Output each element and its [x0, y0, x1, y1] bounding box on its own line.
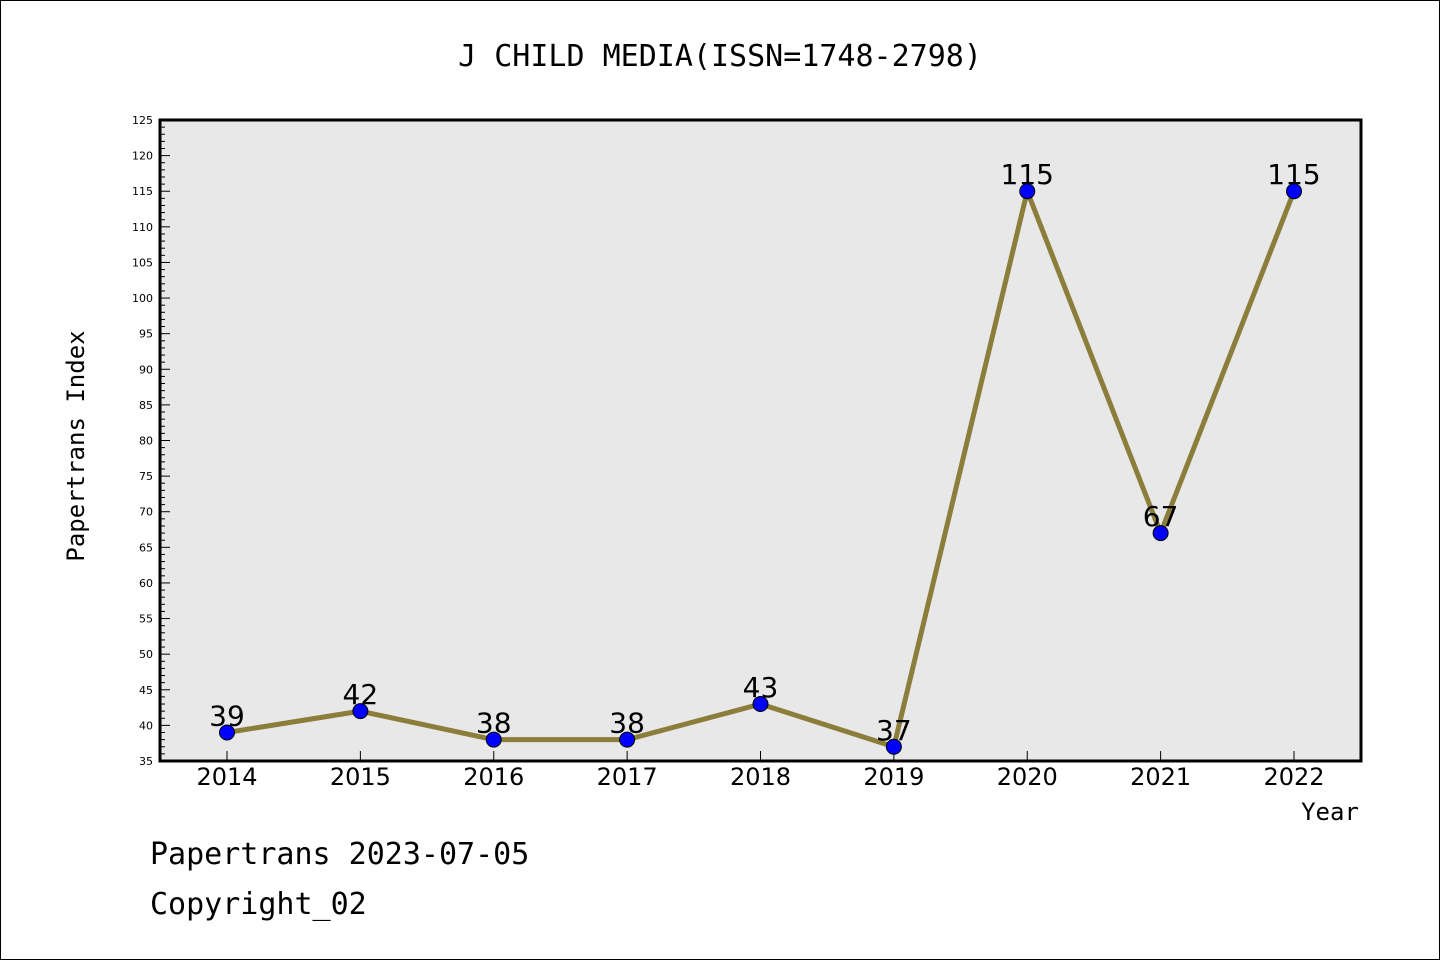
- footer-date: Papertrans 2023-07-05: [150, 837, 529, 872]
- data-label: 43: [743, 671, 779, 704]
- y-tick-label: 75: [139, 470, 153, 483]
- x-tick-label: 2018: [730, 763, 791, 791]
- x-tick-label: 2021: [1130, 763, 1191, 791]
- data-label: 39: [209, 700, 245, 733]
- x-tick-label: 2019: [863, 763, 924, 791]
- y-tick-label: 50: [139, 648, 153, 661]
- data-label: 38: [476, 707, 512, 740]
- x-tick-label: 2016: [463, 763, 524, 791]
- data-point: [352, 703, 369, 720]
- footer-copyright: Copyright_02: [150, 887, 367, 922]
- data-label: 67: [1143, 500, 1179, 533]
- y-tick-label: 120: [132, 150, 153, 163]
- plot-area: [158, 118, 1363, 763]
- data-point: [1286, 183, 1302, 200]
- x-tick-label: 2017: [597, 763, 658, 791]
- data-point: [1152, 525, 1169, 542]
- data-point: [485, 731, 502, 748]
- data-labels: 39 42 38 38 43 37 115 67 115: [209, 158, 1321, 747]
- chart-title: J CHILD MEDIA(ISSN=1748-2798): [458, 39, 982, 74]
- x-axis: 2014 2015 2016 2017 2018 2019 2020 2021 2022: [196, 751, 1325, 791]
- data-label: 42: [343, 678, 379, 711]
- y-tick-label: 80: [139, 435, 153, 448]
- series-group: [219, 183, 1302, 755]
- y-tick-label: 45: [139, 684, 153, 697]
- data-point: [752, 696, 769, 713]
- y-tick-label: 125: [132, 114, 153, 127]
- y-tick-label: 60: [139, 577, 153, 590]
- data-point: [1019, 183, 1036, 200]
- y-tick-label: 95: [139, 328, 153, 341]
- y-tick-label: 55: [139, 613, 153, 626]
- data-label: 115: [1001, 158, 1054, 191]
- x-tick-label: 2022: [1263, 763, 1324, 791]
- y-tick-label: 90: [139, 363, 153, 376]
- y-axis: 35 40 45 50 55 60 65 70 75 80 85 90 95 100 105 110 115 12…: [132, 114, 170, 768]
- data-point: [219, 724, 235, 741]
- y-tick-label: 85: [139, 399, 153, 412]
- data-point: [619, 731, 636, 748]
- x-tick-label: 2014: [196, 763, 257, 791]
- data-label: 37: [876, 714, 912, 747]
- x-tick-label: 2020: [997, 763, 1058, 791]
- y-tick-label: 65: [139, 541, 153, 554]
- y-tick-label: 35: [139, 755, 153, 768]
- x-tick-label: 2015: [330, 763, 391, 791]
- y-tick-label: 100: [132, 292, 153, 305]
- y-tick-label: 115: [132, 185, 153, 198]
- data-point: [885, 738, 902, 755]
- x-axis-label: Year: [1301, 798, 1359, 826]
- y-tick-label: 110: [132, 221, 153, 234]
- y-tick-label: 105: [132, 256, 153, 269]
- y-tick-label: 70: [139, 506, 153, 519]
- data-label: 38: [609, 707, 645, 740]
- y-tick-label: 40: [139, 719, 153, 732]
- data-label: 115: [1267, 158, 1320, 191]
- y-axis-label: Papertrans Index: [62, 330, 90, 561]
